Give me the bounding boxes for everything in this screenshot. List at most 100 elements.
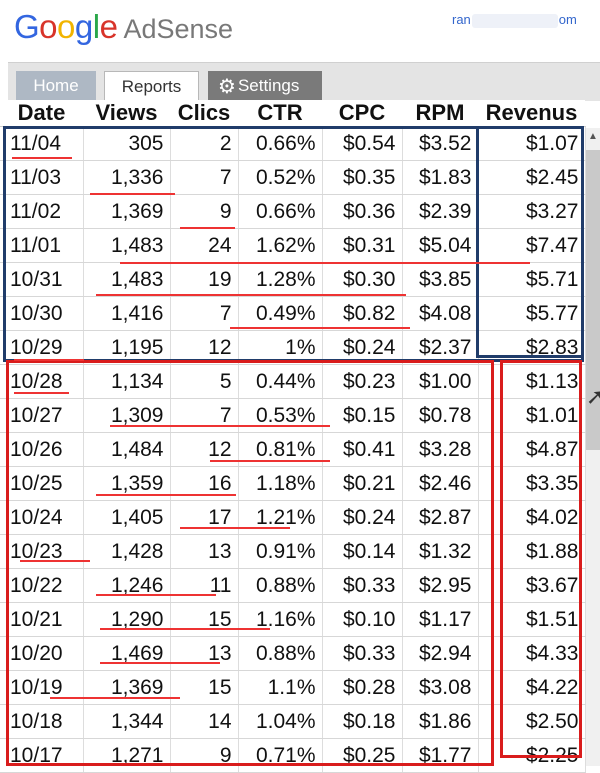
column-header-date[interactable]: Date xyxy=(0,100,83,127)
cell-rpm: $3.28 xyxy=(402,432,479,467)
cell-rpm: $3.52 xyxy=(402,126,479,161)
cell-ctr: 0.49% xyxy=(238,296,323,331)
column-header-cpc[interactable]: CPC xyxy=(322,100,402,127)
logo-letter: e xyxy=(99,8,118,45)
cell-date: 10/31 xyxy=(0,262,84,297)
tab-reports[interactable]: Reports xyxy=(104,71,199,102)
column-header-revenus[interactable]: Revenus xyxy=(478,100,585,127)
table-row: 11/02 1,369 9 0.66% $0.36 $2.39 $3.27 xyxy=(0,194,586,229)
cell-revenus: $4.02 xyxy=(478,500,586,535)
logo-letter: o xyxy=(57,8,75,45)
cell-cpc: $0.25 xyxy=(322,738,403,773)
account-email-suffix: om xyxy=(558,12,577,27)
table-row: 11/03 1,336 7 0.52% $0.35 $1.83 $2.45 xyxy=(0,160,586,195)
cell-cpc: $0.33 xyxy=(322,636,403,671)
annotation-underline xyxy=(96,294,406,296)
cell-rpm: $4.08 xyxy=(402,296,479,331)
cell-ctr: 0.66% xyxy=(238,126,323,161)
cell-ctr: 1.16% xyxy=(238,602,323,637)
logo-letter: l xyxy=(92,8,100,45)
cell-ctr: 0.53% xyxy=(238,398,323,433)
annotation-underline xyxy=(14,392,69,394)
cell-views: 1,195 xyxy=(83,330,171,365)
cell-date: 10/22 xyxy=(0,568,84,603)
cell-cpc: $0.35 xyxy=(322,160,403,195)
cell-cpc: $0.28 xyxy=(322,670,403,705)
cell-revenus: $4.87 xyxy=(478,432,586,467)
app-header: Google AdSense ran om xyxy=(0,0,600,62)
cell-views: 1,483 xyxy=(83,262,171,297)
column-header-rpm[interactable]: RPM xyxy=(402,100,478,127)
tab-settings-label: Settings xyxy=(237,76,300,95)
column-header-ctr[interactable]: CTR xyxy=(238,100,322,127)
cell-revenus: $5.71 xyxy=(478,262,586,297)
cell-revenus: $7.47 xyxy=(478,228,586,263)
cell-clics: 7 xyxy=(170,398,239,433)
annotation-underline xyxy=(20,560,90,562)
cell-views: 1,469 xyxy=(83,636,171,671)
tab-settings[interactable]: ⚙ Settings xyxy=(208,71,322,101)
table-row: 10/25 1,359 16 1.18% $0.21 $2.46 $3.35 xyxy=(0,466,586,501)
cell-clics: 24 xyxy=(170,228,239,263)
cell-cpc: $0.15 xyxy=(322,398,403,433)
cell-ctr: 0.88% xyxy=(238,568,323,603)
table-row: 11/04 305 2 0.66% $0.54 $3.52 $1.07 xyxy=(0,126,586,161)
cell-revenus: $4.22 xyxy=(478,670,586,705)
column-header-views[interactable]: Views xyxy=(83,100,170,127)
scroll-up-arrow-icon[interactable]: ▲ xyxy=(588,131,598,142)
annotation-underline xyxy=(12,157,72,159)
table-row: 10/24 1,405 17 1.21% $0.24 $2.87 $4.02 xyxy=(0,500,586,535)
logo-letter: g xyxy=(74,8,93,45)
account-email[interactable]: ran om xyxy=(452,12,577,28)
cell-cpc: $0.33 xyxy=(322,568,403,603)
scrollbar-thumb[interactable] xyxy=(586,150,600,450)
cell-views: 1,344 xyxy=(83,704,171,739)
gear-icon: ⚙ xyxy=(218,76,236,98)
annotation-underline xyxy=(100,662,220,664)
cell-rpm: $0.78 xyxy=(402,398,479,433)
cell-clics: 14 xyxy=(170,704,239,739)
cell-views: 1,483 xyxy=(83,228,171,263)
cell-cpc: $0.36 xyxy=(322,194,403,229)
cell-clics: 2 xyxy=(170,126,239,161)
table-row: 10/20 1,469 13 0.88% $0.33 $2.94 $4.33 xyxy=(0,636,586,671)
cell-rpm: $3.08 xyxy=(402,670,479,705)
table-row: 10/17 1,271 9 0.71% $0.25 $1.77 $2.25 xyxy=(0,738,586,773)
cell-rpm: $1.00 xyxy=(402,364,479,399)
cell-date: 10/24 xyxy=(0,500,84,535)
cell-date: 10/18 xyxy=(0,704,84,739)
cell-views: 1,369 xyxy=(83,194,171,229)
cell-rpm: $2.46 xyxy=(402,466,479,501)
cell-cpc: $0.31 xyxy=(322,228,403,263)
cell-rpm: $5.04 xyxy=(402,228,479,263)
cell-rpm: $2.94 xyxy=(402,636,479,671)
cell-ctr: 0.66% xyxy=(238,194,323,229)
table-row: 10/29 1,195 12 1% $0.24 $2.37 $2.83 xyxy=(0,330,586,365)
table-row: 10/22 1,246 11 0.88% $0.33 $2.95 $3.67 xyxy=(0,568,586,603)
cell-rpm: $2.95 xyxy=(402,568,479,603)
cell-revenus: $2.25 xyxy=(478,738,586,773)
cell-revenus: $4.33 xyxy=(478,636,586,671)
google-adsense-logo[interactable]: Google AdSense xyxy=(14,8,233,46)
cell-clics: 15 xyxy=(170,670,239,705)
cell-date: 10/30 xyxy=(0,296,84,331)
cell-cpc: $0.82 xyxy=(322,296,403,331)
cell-cpc: $0.10 xyxy=(322,602,403,637)
cell-date: 11/01 xyxy=(0,228,84,263)
annotation-underline xyxy=(180,527,290,529)
cell-rpm: $2.37 xyxy=(402,330,479,365)
annotation-underline xyxy=(90,193,175,195)
cell-revenus: $1.07 xyxy=(478,126,586,161)
logo-letter: G xyxy=(14,8,40,45)
annotation-underline xyxy=(14,359,84,361)
tab-home[interactable]: Home xyxy=(16,71,96,101)
cell-ctr: 0.52% xyxy=(238,160,323,195)
cell-views: 1,369 xyxy=(83,670,171,705)
column-header-clics[interactable]: Clics xyxy=(170,100,238,127)
cell-date: 10/17 xyxy=(0,738,84,773)
table-header-row: Date Views Clics CTR CPC RPM Revenus xyxy=(0,100,585,127)
cell-views: 1,309 xyxy=(83,398,171,433)
account-email-prefix: ran xyxy=(452,12,471,27)
cell-clics: 9 xyxy=(170,738,239,773)
cell-clics: 11 xyxy=(170,568,239,603)
